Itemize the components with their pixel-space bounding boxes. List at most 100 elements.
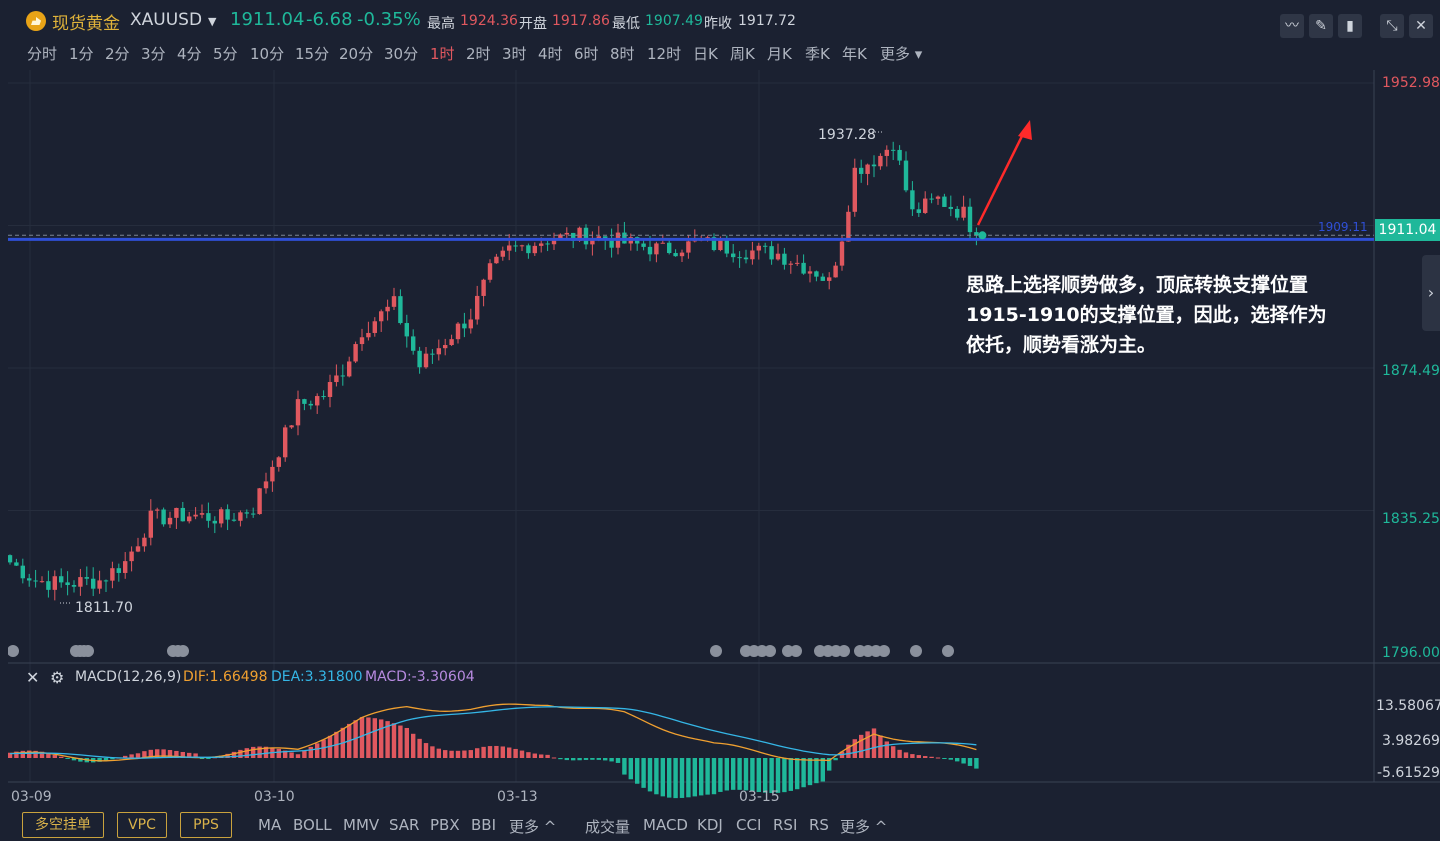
candle-body — [609, 240, 614, 248]
interval-2时[interactable]: 2时 — [466, 45, 491, 63]
macd-bar — [155, 749, 160, 758]
candle-body — [417, 350, 422, 368]
pps-button[interactable]: PPS — [180, 812, 232, 838]
interval-2分[interactable]: 2分 — [105, 45, 130, 63]
event-clock-icon — [790, 645, 802, 657]
indicator-SAR[interactable]: SAR — [389, 816, 420, 834]
indicator-MA[interactable]: MA — [258, 816, 282, 834]
collapse-icon[interactable]: ⤡ — [1380, 14, 1404, 38]
macd-bar — [897, 749, 902, 758]
macd-bar — [110, 758, 115, 760]
expand-panel-button[interactable]: › — [1422, 255, 1440, 331]
macd-bar — [33, 750, 38, 758]
candle-body — [404, 323, 409, 337]
interval-20分[interactable]: 20分 — [339, 45, 374, 63]
close-icon[interactable]: ✕ — [1409, 14, 1433, 38]
interval-年K[interactable]: 年K — [842, 45, 867, 63]
indicator-PBX[interactable]: PBX — [430, 816, 460, 834]
vpc-button[interactable]: VPC — [117, 812, 167, 838]
interval-4分[interactable]: 4分 — [177, 45, 202, 63]
candle-body — [673, 253, 678, 257]
candle-body — [782, 253, 787, 265]
long-short-orders-button[interactable]: 多空挂单 — [22, 812, 104, 838]
indicator-CCI[interactable]: CCI — [736, 816, 762, 834]
macd-bar — [615, 758, 621, 763]
candle-body — [359, 337, 365, 345]
interval-10分[interactable]: 10分 — [250, 45, 285, 63]
macd-bar — [372, 718, 377, 758]
chevron-right-icon: › — [1427, 283, 1435, 302]
trend-arrowhead — [1018, 120, 1032, 140]
interval-季K[interactable]: 季K — [805, 45, 830, 63]
chart-overlay — [8, 120, 1374, 657]
candle-body — [494, 256, 499, 264]
macd-bar — [238, 749, 243, 758]
settings-icon[interactable]: ⚙ — [50, 668, 65, 687]
candle-body — [334, 375, 339, 383]
event-clock-icon — [764, 645, 776, 657]
indicator-MMV[interactable]: MMV — [343, 816, 380, 834]
interval-5分[interactable]: 5分 — [213, 45, 238, 63]
macd-bar — [961, 758, 966, 764]
analysis-annotation: 思路上选择顺势做多，顶底转换支撑位置 1915-1910的支撑位置，因此，选择作… — [966, 270, 1346, 360]
interval-4时[interactable]: 4时 — [538, 45, 563, 63]
indicator-RSI[interactable]: RSI — [773, 816, 798, 834]
candle-body — [308, 403, 313, 406]
interval-8时[interactable]: 8时 — [610, 45, 635, 63]
macd-value: MACD:-3.30604 — [365, 669, 475, 685]
macd-bar — [423, 743, 429, 758]
indicator-MACD[interactable]: MACD — [643, 816, 688, 834]
macd-bar — [923, 756, 928, 758]
interval-30分[interactable]: 30分 — [384, 45, 419, 63]
interval-3分[interactable]: 3分 — [141, 45, 166, 63]
macd-bar — [379, 719, 384, 758]
interval-周K[interactable]: 周K — [730, 45, 755, 63]
interval-6时[interactable]: 6时 — [574, 45, 599, 63]
macd-bar — [948, 758, 953, 760]
candle-body — [46, 581, 51, 590]
macd-bar — [174, 750, 179, 758]
indicator-BBI[interactable]: BBI — [471, 816, 497, 834]
close-indicator-icon[interactable]: ✕ — [26, 668, 40, 687]
macd-bar — [699, 758, 704, 796]
interval-1分[interactable]: 1分 — [69, 45, 94, 63]
draw-line-icon[interactable]: 〰 — [1280, 14, 1304, 38]
interval-更多[interactable]: 更多 ▾ — [880, 45, 923, 63]
candle-body — [718, 240, 723, 251]
candle-body — [769, 246, 774, 260]
chevron-down-icon[interactable]: ▼ — [208, 15, 217, 28]
macd-bar — [46, 753, 51, 758]
macd-bar — [935, 757, 941, 759]
indicator-成交量[interactable]: 成交量 — [585, 818, 631, 836]
candle-body — [347, 361, 352, 377]
interval-日K[interactable]: 日K — [693, 45, 718, 63]
macd-bar — [507, 747, 512, 758]
macd-bar — [449, 750, 454, 758]
macd-bar — [417, 738, 422, 758]
candle-body — [955, 208, 960, 218]
candle-body — [161, 509, 166, 525]
macd-bar — [545, 754, 550, 758]
indicator-KDJ[interactable]: KDJ — [697, 816, 723, 834]
macd-bar — [737, 758, 742, 790]
interval-月K[interactable]: 月K — [767, 45, 792, 63]
interval-12时[interactable]: 12时 — [647, 45, 682, 63]
macd-bar — [795, 758, 800, 790]
macd-bar — [135, 753, 141, 758]
interval-分时[interactable]: 分时 — [27, 45, 58, 63]
indicator-更多[interactable]: 更多 ^ — [840, 818, 888, 836]
indicator-更多[interactable]: 更多 ^ — [509, 818, 557, 836]
interval-3时[interactable]: 3时 — [502, 45, 527, 63]
macd-bar — [967, 758, 973, 766]
indicator-RS[interactable]: RS — [809, 816, 829, 834]
indicator-BOLL[interactable]: BOLL — [293, 816, 332, 834]
quote-header: 现货黄金 XAUUSD ▼ 1911.04 -6.68 -0.35% 最高 19… — [0, 0, 1440, 40]
interval-1时[interactable]: 1时 — [430, 45, 455, 63]
candle-body — [916, 209, 921, 213]
candle-icon[interactable]: ▮ — [1338, 14, 1362, 38]
candle-body — [353, 344, 358, 362]
price-chart[interactable] — [8, 70, 1440, 810]
symbol-selector[interactable]: XAUUSD — [130, 10, 203, 30]
interval-15分[interactable]: 15分 — [295, 45, 330, 63]
pen-icon[interactable]: ✎ — [1309, 14, 1333, 38]
